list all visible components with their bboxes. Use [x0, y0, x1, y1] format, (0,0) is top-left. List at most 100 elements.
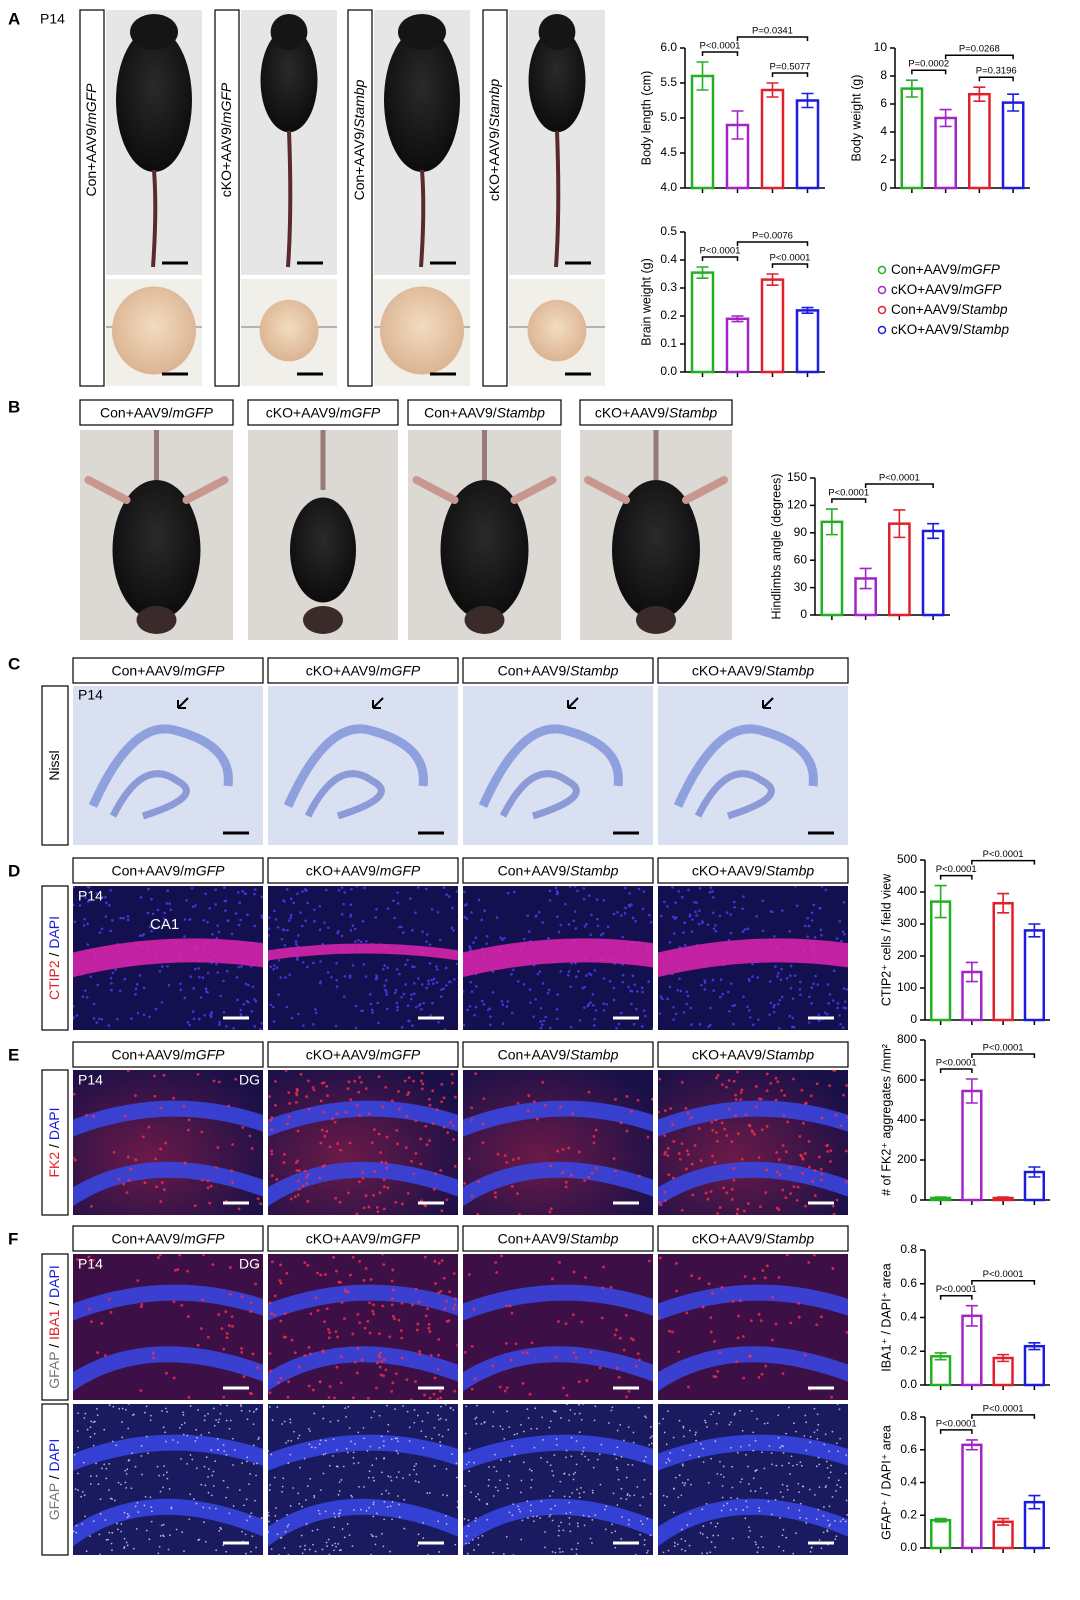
spot [697, 1127, 701, 1130]
spot [646, 1135, 650, 1139]
nucleus [746, 1005, 749, 1009]
spot [528, 1468, 531, 1471]
y-tick-label: 0.1 [660, 336, 677, 350]
nucleus [793, 974, 797, 977]
nucleus [634, 919, 637, 923]
group-gene: mGFP [184, 1230, 225, 1246]
spot [342, 1465, 345, 1468]
spot [386, 1404, 388, 1407]
spot [250, 1147, 254, 1150]
nucleus [304, 919, 307, 923]
spot [322, 1472, 325, 1475]
nucleus [700, 983, 703, 987]
spot [578, 1496, 581, 1499]
spot [844, 1472, 847, 1475]
image-brain [509, 279, 605, 386]
spot [321, 1350, 325, 1354]
legend-prefix: cKO+AAV9/ [891, 282, 963, 297]
spot [658, 1256, 662, 1260]
nucleus [640, 1025, 644, 1028]
nucleus [505, 1005, 509, 1008]
spot [474, 1517, 477, 1519]
spot [328, 1464, 331, 1467]
spot [746, 1506, 749, 1508]
nucleus [570, 962, 573, 965]
spot [427, 1097, 431, 1101]
error-bar [934, 884, 947, 919]
micro-bg [463, 1070, 653, 1215]
nucleus [359, 940, 363, 944]
nucleus [371, 1011, 374, 1014]
spot [620, 1497, 623, 1500]
spot [111, 1531, 114, 1534]
image-nissl [463, 686, 653, 845]
nucleus [470, 911, 473, 914]
spot [298, 1434, 301, 1437]
significance-bracket [939, 874, 973, 880]
spot [286, 1395, 290, 1399]
spot [729, 1446, 732, 1449]
spot [598, 1453, 601, 1456]
spot [327, 1336, 331, 1340]
spot [723, 1127, 727, 1131]
spot [331, 1455, 334, 1457]
dentate [268, 1100, 458, 1207]
spot [219, 1526, 222, 1529]
mouse-body [116, 28, 192, 172]
mouse-tail [554, 130, 561, 268]
nucleus [282, 899, 285, 902]
spot [294, 1091, 298, 1095]
spot [818, 1463, 821, 1466]
nucleus [547, 936, 550, 940]
nucleus [215, 936, 219, 940]
spot [793, 1422, 795, 1425]
dentate [658, 1100, 848, 1207]
nucleus [703, 987, 707, 991]
spot [217, 1449, 220, 1451]
nucleus [189, 975, 193, 978]
significance-label: P=0.0268 [959, 44, 1000, 55]
spot [237, 1207, 241, 1211]
spot [593, 1419, 596, 1422]
spot [81, 1490, 84, 1493]
spot [101, 1467, 103, 1470]
spot [219, 1412, 222, 1415]
spot [510, 1358, 513, 1362]
nucleus [404, 963, 407, 967]
spot [407, 1076, 411, 1080]
y-tick-label: 90 [794, 525, 808, 539]
spot [189, 1405, 192, 1407]
nucleus [349, 915, 352, 918]
spot [445, 1198, 449, 1202]
spot [631, 1464, 634, 1466]
error-bar [1028, 1342, 1041, 1351]
spot [374, 1386, 378, 1390]
spot [270, 1312, 274, 1315]
spot [352, 1456, 355, 1459]
nucleus [838, 1014, 841, 1017]
group-label: cKO+AAV9/Stambp [486, 79, 502, 202]
spot [785, 1536, 788, 1539]
spot [666, 1154, 670, 1157]
nucleus [215, 962, 218, 966]
spot [424, 1124, 428, 1128]
spot [687, 1478, 689, 1481]
spot [449, 1121, 453, 1125]
header-box [657, 1041, 849, 1068]
spot [422, 1446, 425, 1449]
spot [139, 1389, 143, 1392]
nucleus [694, 910, 697, 914]
group-gene: Stambp [766, 662, 814, 678]
spot [704, 1421, 707, 1424]
nucleus [201, 976, 205, 979]
spot [835, 1535, 838, 1538]
spot [162, 1426, 165, 1429]
spot [349, 1098, 353, 1101]
nucleus [396, 891, 399, 894]
spot [260, 1517, 263, 1519]
nucleus [666, 997, 670, 1001]
image-ctip2 [463, 886, 653, 1030]
spot [781, 1188, 785, 1192]
spot [796, 1185, 800, 1189]
spot [716, 1522, 719, 1525]
